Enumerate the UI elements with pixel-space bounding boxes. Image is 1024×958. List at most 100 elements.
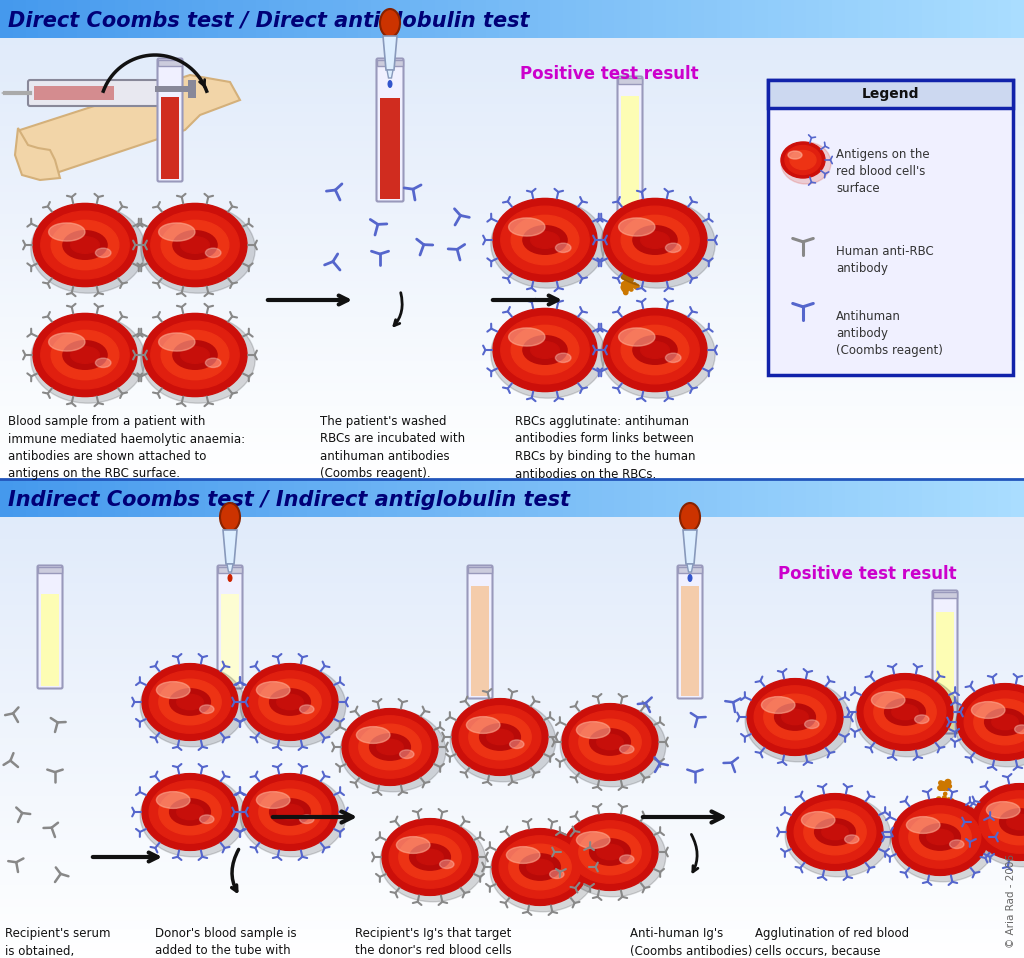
Bar [729, 479, 743, 517]
Ellipse shape [150, 671, 230, 733]
Ellipse shape [788, 151, 802, 159]
Circle shape [625, 289, 630, 293]
Bar [115, 0, 129, 38]
Ellipse shape [173, 341, 217, 369]
Ellipse shape [603, 308, 707, 392]
Bar [0, 361, 1024, 370]
Bar [26, 479, 39, 517]
Bar [473, 0, 487, 38]
Bar [102, 479, 116, 517]
Bar [0, 443, 1024, 450]
Ellipse shape [452, 698, 548, 775]
Ellipse shape [509, 328, 545, 346]
Bar [691, 0, 705, 38]
Bar [0, 133, 1024, 142]
Ellipse shape [914, 715, 929, 723]
Bar [0, 664, 1024, 673]
Bar [0, 730, 1024, 739]
Bar [0, 900, 1024, 907]
Ellipse shape [389, 826, 471, 888]
Bar [141, 0, 155, 38]
Circle shape [625, 282, 628, 285]
Bar [90, 0, 103, 38]
Ellipse shape [151, 321, 240, 389]
Ellipse shape [633, 335, 677, 364]
Ellipse shape [577, 832, 610, 849]
Bar [845, 479, 858, 517]
Bar [666, 479, 679, 517]
Bar [166, 479, 180, 517]
Bar [0, 914, 1024, 923]
FancyBboxPatch shape [377, 58, 403, 201]
Bar [51, 479, 65, 517]
Bar [166, 0, 180, 38]
Circle shape [946, 798, 951, 804]
Bar [193, 0, 206, 38]
Bar [0, 237, 1024, 245]
Circle shape [942, 782, 946, 787]
Ellipse shape [526, 859, 553, 875]
Bar [0, 936, 1024, 945]
Ellipse shape [610, 316, 699, 384]
Circle shape [629, 279, 633, 283]
Bar [0, 922, 1024, 929]
Text: © Aria Rad - 2006: © Aria Rad - 2006 [1006, 854, 1016, 948]
Bar [0, 266, 1024, 274]
Ellipse shape [490, 831, 596, 912]
Ellipse shape [62, 341, 108, 369]
Ellipse shape [459, 706, 541, 768]
Bar [922, 479, 935, 517]
Bar [0, 148, 1024, 156]
Circle shape [633, 277, 638, 282]
Bar [217, 0, 231, 38]
Bar [614, 479, 628, 517]
Ellipse shape [269, 799, 310, 825]
Circle shape [630, 274, 635, 279]
Ellipse shape [358, 724, 421, 770]
Circle shape [944, 792, 947, 795]
Bar [397, 479, 411, 517]
Bar [0, 75, 1024, 83]
Ellipse shape [507, 847, 540, 863]
Ellipse shape [972, 784, 1024, 860]
Ellipse shape [161, 220, 228, 270]
Ellipse shape [479, 724, 520, 750]
Ellipse shape [486, 729, 513, 744]
Text: Direct Coombs test / Direct antiglobulin test: Direct Coombs test / Direct antiglobulin… [8, 11, 529, 31]
Ellipse shape [666, 243, 681, 253]
Ellipse shape [493, 308, 597, 392]
Bar [0, 517, 1024, 525]
Circle shape [630, 289, 635, 294]
Ellipse shape [965, 691, 1024, 753]
Bar [0, 716, 1024, 724]
Bar [768, 479, 781, 517]
Ellipse shape [666, 354, 681, 362]
Ellipse shape [51, 220, 119, 270]
Ellipse shape [259, 679, 322, 725]
Bar [295, 0, 308, 38]
Bar [333, 479, 346, 517]
Circle shape [948, 785, 951, 788]
Bar [230, 0, 244, 38]
Bar [896, 479, 909, 517]
Bar [0, 855, 1024, 863]
Bar [0, 620, 1024, 628]
Bar [0, 126, 1024, 134]
Ellipse shape [95, 358, 111, 368]
Ellipse shape [241, 775, 346, 856]
Ellipse shape [974, 699, 1024, 744]
Bar [179, 479, 193, 517]
Bar [819, 0, 833, 38]
Ellipse shape [845, 834, 859, 844]
Bar [449, 0, 462, 38]
Bar [0, 221, 1024, 230]
Bar [473, 479, 487, 517]
Bar [0, 826, 1024, 834]
Ellipse shape [41, 211, 129, 279]
Ellipse shape [871, 692, 905, 708]
Bar [0, 193, 1024, 200]
Bar [780, 0, 795, 38]
Ellipse shape [143, 203, 247, 286]
Circle shape [634, 279, 637, 283]
Ellipse shape [855, 675, 961, 757]
